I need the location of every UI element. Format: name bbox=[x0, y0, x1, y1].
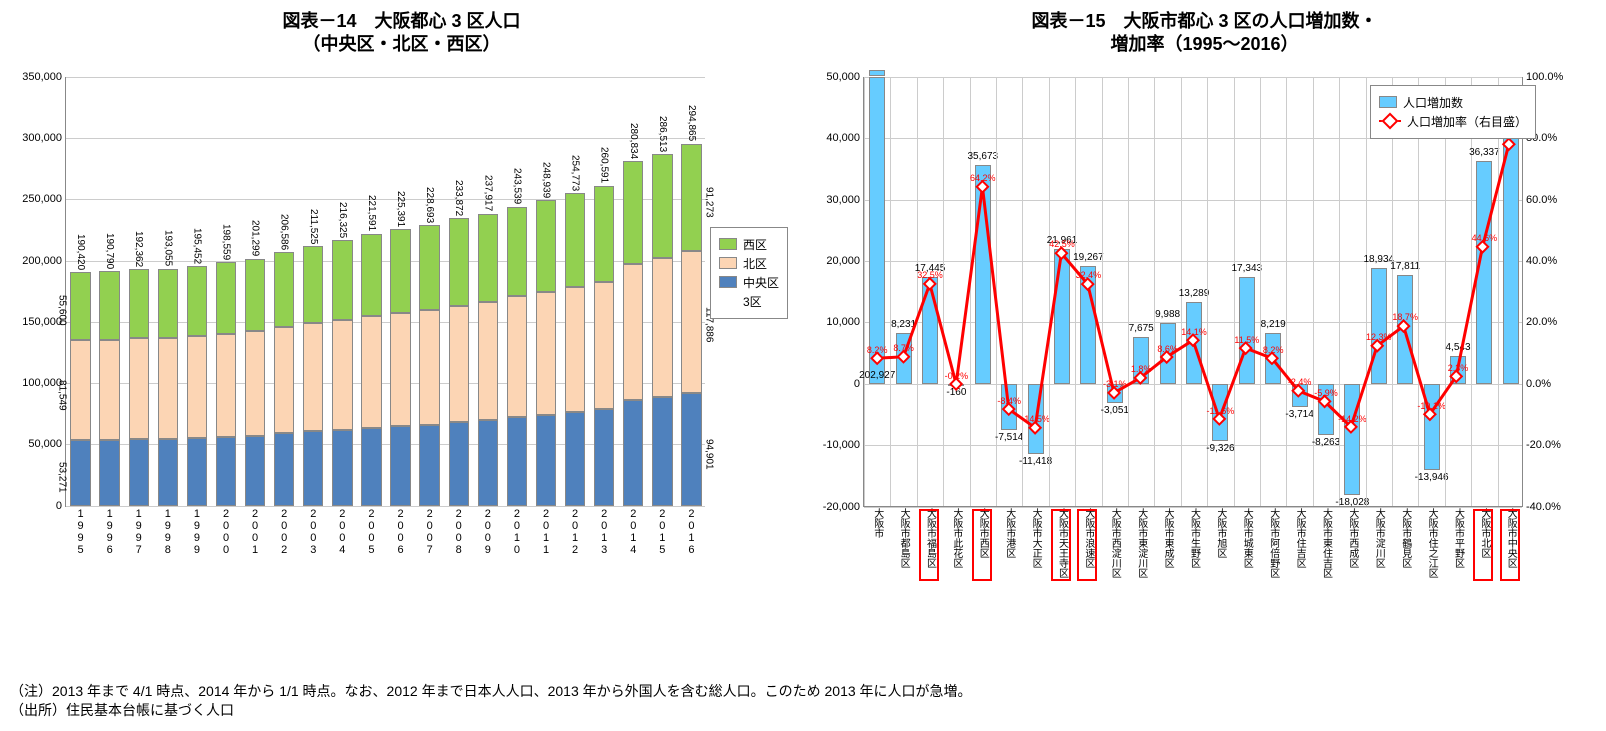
chart-15-title-l2: 増加率（1995～2016） bbox=[813, 33, 1596, 56]
chart-15-title-l1: 図表－15 大阪市都心 3 区の人口増加数・ bbox=[813, 10, 1596, 33]
chart-14-area: 050,000100,000150,000200,000250,000300,0… bbox=[10, 67, 793, 587]
footnotes: （注）2013 年まで 4/1 時点、2014 年から 1/1 時点。なお、20… bbox=[10, 682, 1596, 721]
footnote-2: （出所）住民基本台帳に基づく人口 bbox=[10, 701, 1596, 721]
footnote-1: （注）2013 年まで 4/1 時点、2014 年から 1/1 時点。なお、20… bbox=[10, 682, 1596, 702]
chart-14-title-l2: （中央区・北区・西区） bbox=[10, 33, 793, 56]
chart-15-panel: 図表－15 大阪市都心 3 区の人口増加数・ 増加率（1995～2016） -2… bbox=[813, 10, 1596, 587]
chart-14-panel: 図表－14 大阪都心 3 区人口 （中央区・北区・西区） 050,000100,… bbox=[10, 10, 793, 587]
chart-15-area: -20,000-10,000010,00020,00030,00040,0005… bbox=[813, 67, 1596, 587]
chart-14-title-l1: 図表－14 大阪都心 3 区人口 bbox=[10, 10, 793, 33]
chart-14-title: 図表－14 大阪都心 3 区人口 （中央区・北区・西区） bbox=[10, 10, 793, 57]
chart-15-title: 図表－15 大阪市都心 3 区の人口増加数・ 増加率（1995～2016） bbox=[813, 10, 1596, 57]
